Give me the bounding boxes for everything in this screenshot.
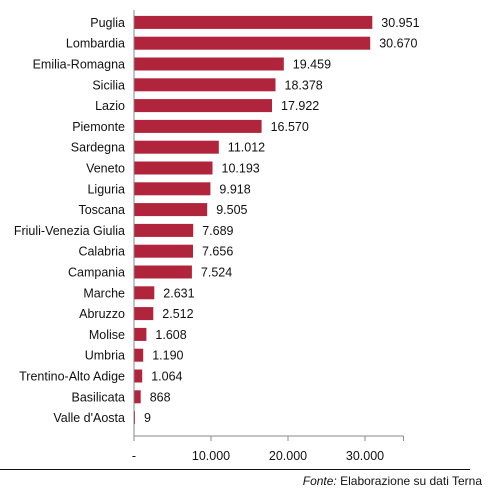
bar-13 [134,286,155,300]
bar-9 [134,203,208,217]
value-label-2: 19.459 [293,58,331,72]
bar-6 [134,140,219,154]
value-label-16: 1.190 [152,349,183,363]
category-label-17: Trentino-Alto Adige [19,370,125,384]
value-label-6: 11.012 [228,141,265,155]
value-label-15: 1.608 [155,328,186,342]
source-note: Fonte: Elaborazione su dati Terna [303,474,482,488]
category-label-7: Veneto [86,162,125,176]
value-label-1: 30.670 [379,37,417,51]
category-label-19: Valle d'Aosta [53,411,125,425]
value-label-5: 16.570 [271,120,309,134]
category-label-3: Sicilia [92,78,125,92]
bar-17 [134,369,143,383]
bar-16 [134,348,144,362]
value-label-11: 7.656 [202,245,233,259]
category-label-6: Sardegna [71,141,125,155]
bar-12 [134,265,192,279]
footer-rule [0,469,470,470]
source-text: Elaborazione su dati Terna [336,474,482,488]
x-tick-label-2: 20.000 [269,449,307,463]
value-label-17: 1.064 [151,370,182,384]
category-label-4: Lazio [95,99,125,113]
x-tick-label-0: - [132,449,136,463]
value-label-12: 7.524 [201,266,232,280]
source-prefix: Fonte: [302,474,337,488]
category-label-2: Emilia-Romagna [33,58,125,72]
category-label-5: Piemonte [72,120,125,134]
bar-0 [134,15,373,29]
bar-10 [134,223,194,237]
value-label-10: 7.689 [202,224,233,238]
bar-15 [134,327,147,341]
category-label-16: Umbria [85,349,125,363]
bar-18 [134,390,141,404]
bar-8 [134,182,211,196]
category-label-14: Abruzzo [79,307,125,321]
value-label-14: 2.512 [162,307,193,321]
category-label-1: Lombardia [66,37,125,51]
category-label-8: Liguria [87,182,125,196]
bar-5 [134,119,262,133]
bar-chart: Puglia Lombardia Emilia-Romagna Sicilia Lazi… [14,10,420,463]
category-label-15: Molise [89,328,125,342]
category-label-11: Calabria [78,245,125,259]
value-label-0: 30.951 [381,16,419,30]
category-labels-group: Puglia Lombardia Emilia-Romagna Sicilia Lazi… [14,16,125,425]
category-label-18: Basilicata [72,390,126,404]
category-label-13: Marche [83,286,125,300]
value-label-9: 9.505 [216,203,247,217]
bars-group [134,15,373,425]
category-label-0: Puglia [90,16,125,30]
value-label-8: 9.918 [219,182,250,196]
value-label-4: 17.922 [281,99,319,113]
value-label-7: 10.193 [222,162,260,176]
category-label-10: Friuli-Venezia Giulia [14,224,125,238]
category-label-12: Campania [68,266,125,280]
value-labels-group: 30.951 30.670 19.459 18.378 17.922 16.570 11.0… [144,16,420,425]
x-tick-label-1: 10.000 [192,449,230,463]
bar-3 [134,78,276,92]
bar-2 [134,57,284,71]
bar-7 [134,161,213,175]
category-label-9: Toscana [78,203,125,217]
bar-4 [134,99,272,113]
value-label-19: 9 [144,411,151,425]
bar-11 [134,244,193,258]
value-label-3: 18.378 [285,78,323,92]
bar-14 [134,307,154,321]
x-axis: - 10.000 20.000 30.000 [132,10,404,463]
value-label-13: 2.631 [163,286,194,300]
x-tick-label-3: 30.000 [346,449,384,463]
value-label-18: 868 [150,390,171,404]
bar-1 [134,36,371,50]
